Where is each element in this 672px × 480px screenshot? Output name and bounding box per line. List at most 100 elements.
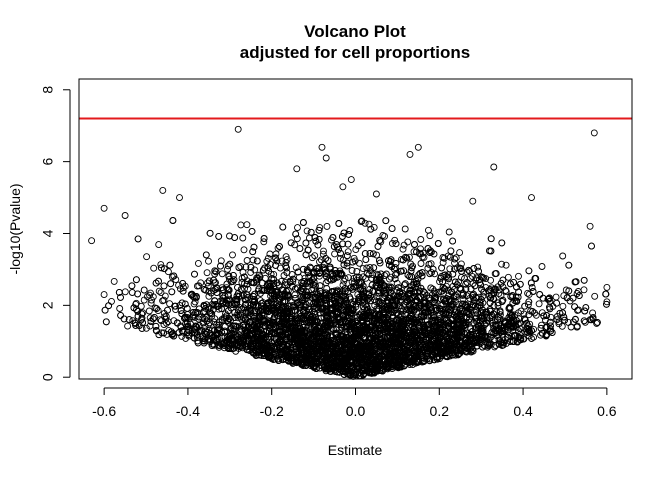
data-point [547,322,554,330]
data-point [340,229,348,237]
data-point [150,264,158,272]
data-point [153,305,161,313]
data-point [514,309,522,317]
data-point [328,333,336,341]
data-point [400,241,408,249]
data-point [547,327,555,335]
data-point [152,322,160,330]
data-point [237,221,245,229]
data-point [411,241,418,248]
data-point [352,246,360,254]
data-point [580,276,588,284]
data-point [211,315,219,323]
data-point [344,240,352,248]
data-point [388,225,396,233]
data-point [546,281,554,289]
data-point [486,299,494,307]
data-point [202,251,210,259]
data-point [457,260,465,268]
data-point [339,281,347,289]
data-point [172,306,180,314]
data-point [167,280,175,288]
data-point [393,279,401,287]
data-point [157,289,165,297]
data-point [373,293,381,301]
data-point [491,270,499,278]
data-point [139,309,147,317]
data-point [399,245,407,253]
data-point [311,252,319,260]
data-point [474,263,482,271]
data-point [593,319,601,327]
data-point [234,306,242,314]
data-point [502,288,510,296]
data-point [320,247,327,255]
data-point [294,301,302,309]
data-point [289,278,297,286]
data-point [431,289,439,297]
data-point [373,251,381,259]
data-point [169,217,177,224]
data-point [442,297,450,305]
data-point [417,236,425,243]
data-point [521,315,528,323]
data-point [275,281,283,289]
data-point [558,322,566,330]
data-point [146,314,154,322]
data-point [272,254,279,262]
data-point [350,254,358,262]
data-point [240,246,248,254]
data-point [449,326,457,334]
data-point [445,228,453,236]
data-point [345,274,352,282]
data-point [277,277,285,285]
data-point [430,311,438,319]
data-point [426,232,434,240]
data-point [463,278,471,286]
data-point [121,288,129,296]
data-point [487,276,495,284]
data-point [172,276,180,284]
data-point [424,245,432,252]
data-point [283,256,291,264]
data-point [294,224,301,232]
data-point [229,251,236,259]
data-point [205,292,213,300]
data-point [431,270,439,278]
data-point [365,220,373,228]
data-point [312,237,320,245]
data-point [329,288,337,296]
data-point [160,296,168,304]
data-point [116,305,124,312]
data-point [282,259,290,267]
data-point [143,253,151,261]
data-point [244,285,252,293]
data-point [369,271,377,279]
data-point [524,301,532,309]
data-point [124,322,132,330]
data-point [528,284,536,291]
data-point [249,256,257,264]
data-point [498,239,506,247]
data-point [137,302,145,310]
data-point [279,223,287,231]
data-point [212,284,220,292]
data-point [463,268,471,276]
data-point [418,358,426,366]
data-point [525,267,533,275]
data-point [401,225,409,233]
chart-title: Volcano Plot [304,22,406,41]
data-point [108,297,115,305]
data-point [283,269,291,277]
data-point [261,264,269,272]
data-point [445,335,452,343]
data-point [242,263,250,271]
data-point [370,223,378,231]
data-point [303,227,311,235]
data-point [132,276,140,284]
data-point [117,311,125,319]
data-point [231,309,239,316]
data-point [328,288,336,295]
chart-subtitle: adjusted for cell proportions [240,43,470,62]
data-point [147,299,155,307]
